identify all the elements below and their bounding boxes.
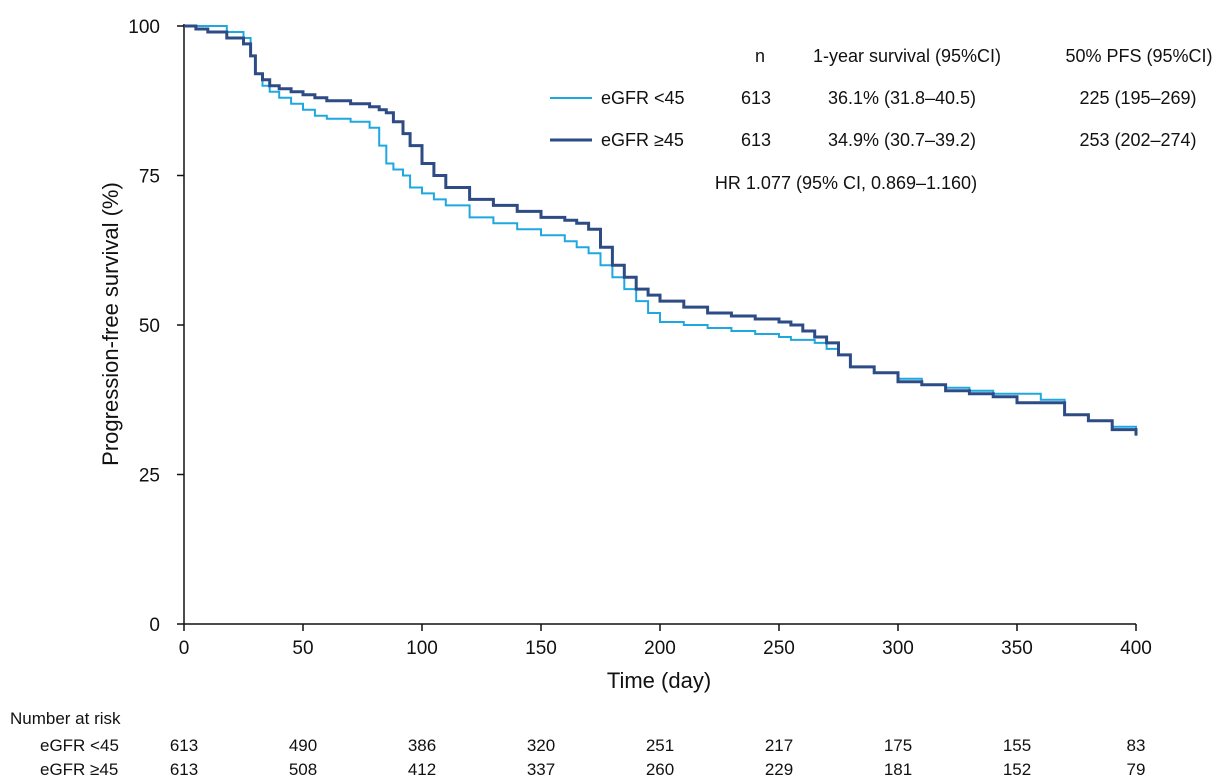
risk-table: Number at risk eGFR <45 eGFR ≥45 613 490 3…	[10, 709, 1145, 778]
survival-curves	[184, 24, 1138, 436]
risk-value-egfr-ge45-250: 229	[765, 760, 793, 778]
risk-value-egfr-ge45-100: 412	[408, 760, 436, 778]
x-tick-label-0: 0	[179, 638, 190, 659]
y-tick-label-50: 50	[139, 316, 160, 337]
legend-n-egfr-lt45: 613	[741, 88, 771, 108]
risk-row-label-egfr-lt45: eGFR <45	[40, 736, 119, 755]
risk-value-egfr-ge45-350: 152	[1003, 760, 1031, 778]
legend-pfs-egfr-ge45: 253 (202–274)	[1079, 130, 1196, 150]
risk-value-egfr-ge45-50: 508	[289, 760, 317, 778]
x-tick-label-100: 100	[406, 638, 438, 659]
risk-value-egfr-lt45-0: 613	[170, 736, 198, 755]
risk-value-egfr-lt45-350: 155	[1003, 736, 1031, 755]
legend-label-egfr-ge45: eGFR ≥45	[601, 130, 684, 150]
y-tick-label-100: 100	[128, 17, 160, 38]
y-axis-title: Progression-free survival (%)	[98, 182, 123, 466]
risk-value-egfr-lt45-400: 83	[1127, 736, 1146, 755]
km-curve-egfr-ge45	[184, 24, 1138, 436]
risk-value-egfr-lt45-200: 251	[646, 736, 674, 755]
km-curve-egfr-lt45	[184, 25, 1137, 433]
risk-value-egfr-lt45-50: 490	[289, 736, 317, 755]
risk-value-egfr-lt45-150: 320	[527, 736, 555, 755]
legend-survival-egfr-ge45: 34.9% (30.7–39.2)	[828, 130, 976, 150]
x-tick-label-350: 350	[1001, 638, 1033, 659]
risk-row-label-egfr-ge45: eGFR ≥45	[40, 760, 118, 778]
risk-value-egfr-lt45-100: 386	[408, 736, 436, 755]
legend-survival-egfr-lt45: 36.1% (31.8–40.5)	[828, 88, 976, 108]
hazard-ratio: HR 1.077 (95% CI, 0.869–1.160)	[715, 173, 977, 193]
x-tick-label-250: 250	[763, 638, 795, 659]
x-tick-label-300: 300	[882, 638, 914, 659]
risk-value-egfr-ge45-300: 181	[884, 760, 912, 778]
legend-header-survival: 1-year survival (95%CI)	[813, 46, 1001, 66]
legend-header-n: n	[755, 46, 765, 66]
risk-value-egfr-ge45-150: 337	[527, 760, 555, 778]
legend-pfs-egfr-lt45: 225 (195–269)	[1079, 88, 1196, 108]
x-axis-title: Time (day)	[607, 668, 711, 693]
axes: 0 25 50 75 100 0 50 100 150 200 250 300 350 400	[128, 17, 1152, 659]
y-tick-label-0: 0	[149, 615, 160, 636]
risk-value-egfr-ge45-0: 613	[170, 760, 198, 778]
risk-table-title: Number at risk	[10, 709, 121, 728]
risk-value-egfr-lt45-300: 175	[884, 736, 912, 755]
x-tick-label-200: 200	[644, 638, 676, 659]
y-tick-label-25: 25	[139, 466, 160, 487]
x-tick-label-50: 50	[292, 638, 313, 659]
x-tick-label-150: 150	[525, 638, 557, 659]
legend-n-egfr-ge45: 613	[741, 130, 771, 150]
y-tick-label-75: 75	[139, 167, 160, 188]
x-tick-label-400: 400	[1120, 638, 1152, 659]
legend-label-egfr-lt45: eGFR <45	[601, 88, 685, 108]
risk-value-egfr-ge45-400: 79	[1127, 760, 1146, 778]
risk-value-egfr-ge45-200: 260	[646, 760, 674, 778]
legend-header-pfs: 50% PFS (95%CI)	[1065, 46, 1212, 66]
risk-value-egfr-lt45-250: 217	[765, 736, 793, 755]
legend: n 1-year survival (95%CI) 50% PFS (95%CI…	[550, 46, 1213, 193]
